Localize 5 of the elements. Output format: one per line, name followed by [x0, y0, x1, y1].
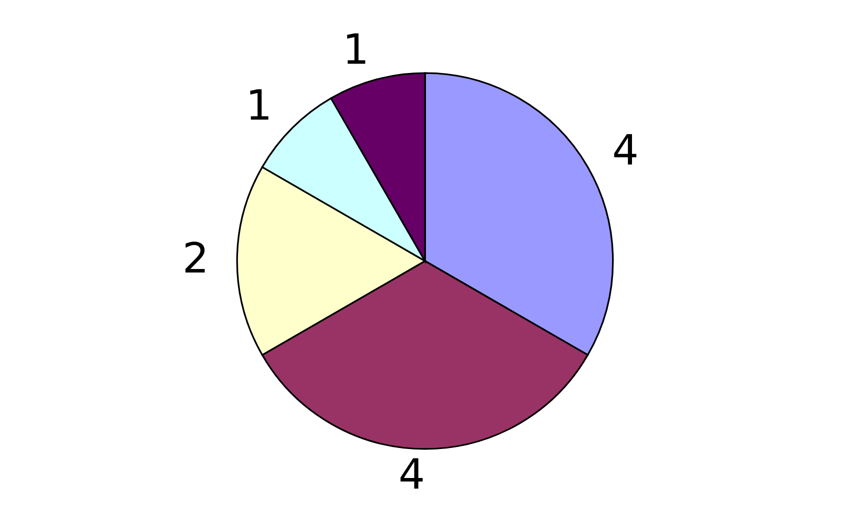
- data-label: 1: [250, 89, 268, 120]
- data-label: 1: [347, 33, 366, 64]
- data-label: 4: [614, 134, 636, 164]
- data-label: 2: [185, 242, 205, 272]
- data-label: 4: [400, 458, 423, 489]
